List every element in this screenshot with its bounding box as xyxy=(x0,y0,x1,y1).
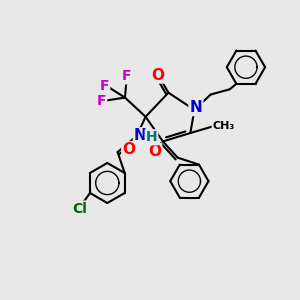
Text: O: O xyxy=(122,142,135,157)
Text: F: F xyxy=(122,69,131,83)
Text: H: H xyxy=(146,130,157,144)
Text: O: O xyxy=(148,144,161,159)
Text: F: F xyxy=(97,94,106,107)
Text: F: F xyxy=(100,79,109,93)
Text: Cl: Cl xyxy=(72,202,87,216)
Text: CH₃: CH₃ xyxy=(212,121,235,131)
Text: N: N xyxy=(134,128,147,143)
Text: O: O xyxy=(152,68,165,82)
Text: N: N xyxy=(190,100,202,115)
